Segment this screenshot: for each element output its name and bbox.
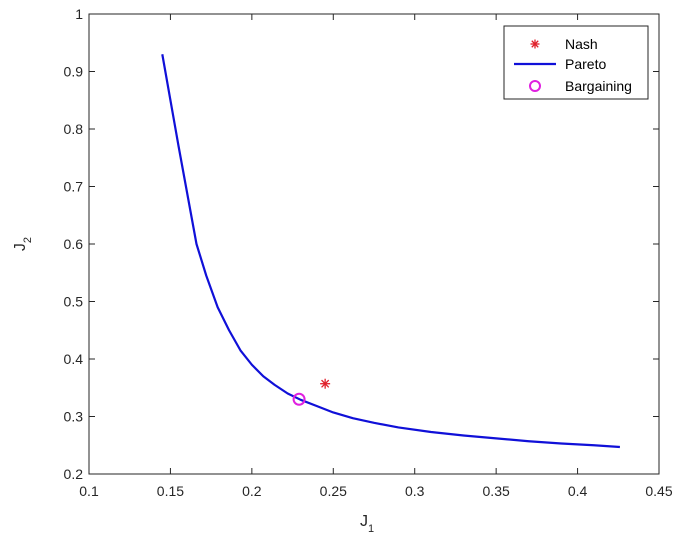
- y-tick-label: 0.3: [64, 409, 84, 425]
- x-tick-label: 0.2: [242, 483, 262, 499]
- circle-marker-icon: [529, 80, 541, 92]
- y-tick-label: 0.4: [64, 351, 84, 367]
- legend-nash-marker: [530, 39, 540, 49]
- y-tick-label: 0.9: [64, 64, 84, 80]
- x-tick-label: 0.4: [568, 483, 588, 499]
- legend: Nash Pareto Bargaining: [503, 25, 649, 100]
- x-tick-label: 0.3: [405, 483, 425, 499]
- nash-point: [320, 378, 331, 389]
- plot-series: [161, 54, 620, 449]
- legend-entry-bargaining: Bargaining: [565, 78, 632, 94]
- x-tick-label: 0.15: [157, 483, 184, 499]
- y-tick-label: 1: [75, 6, 83, 22]
- bargaining-point: [292, 392, 306, 406]
- x-tick-label: 0.1: [79, 483, 99, 499]
- legend-box: [503, 25, 649, 100]
- x-axis-label: J1: [360, 513, 374, 535]
- y-axis: 0.2 0.3 0.4 0.5 0.6 0.7 0.8 0.9 1: [64, 6, 659, 482]
- pareto-line: [161, 54, 620, 449]
- y-tick-label: 0.7: [64, 179, 84, 195]
- y-tick-label: 0.8: [64, 121, 84, 137]
- y-tick-label: 0.5: [64, 294, 84, 310]
- y-tick-label: 0.2: [64, 466, 84, 482]
- x-axis: 0.1 0.15 0.2 0.25 0.3 0.35 0.4 0.45: [79, 14, 673, 499]
- y-axis-label: J2: [12, 237, 34, 251]
- x-tick-label: 0.35: [483, 483, 510, 499]
- legend-entry-pareto: Pareto: [565, 56, 606, 72]
- legend-entry-nash: Nash: [565, 36, 598, 52]
- asterisk-marker-icon: [530, 39, 540, 49]
- y-tick-label: 0.6: [64, 236, 84, 252]
- x-tick-label: 0.45: [645, 483, 672, 499]
- x-tick-label: 0.25: [320, 483, 347, 499]
